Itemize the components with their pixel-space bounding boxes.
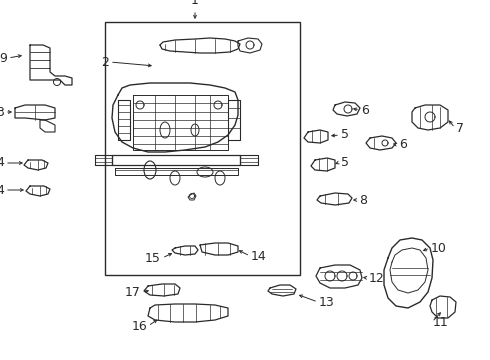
Text: 4: 4 [0,184,4,197]
Text: 15: 15 [145,252,161,265]
Text: 17: 17 [125,285,141,298]
Bar [105,22,300,275]
Text: 4: 4 [0,157,4,170]
Text: 9: 9 [0,51,7,64]
Text: 16: 16 [131,320,147,333]
Text: 12: 12 [369,271,385,284]
Text: 8: 8 [359,194,367,207]
Text: 14: 14 [251,249,267,262]
Text: 10: 10 [431,242,447,255]
Text: 3: 3 [0,105,4,118]
Text: 11: 11 [433,315,449,328]
Text: 6: 6 [399,139,407,152]
Text: 1: 1 [191,0,199,7]
Text: 2: 2 [101,55,109,68]
Text: 5: 5 [341,156,349,168]
Text: 6: 6 [361,104,369,117]
Text: 7: 7 [456,122,464,135]
Text: 13: 13 [319,296,335,309]
Text: 5: 5 [341,129,349,141]
